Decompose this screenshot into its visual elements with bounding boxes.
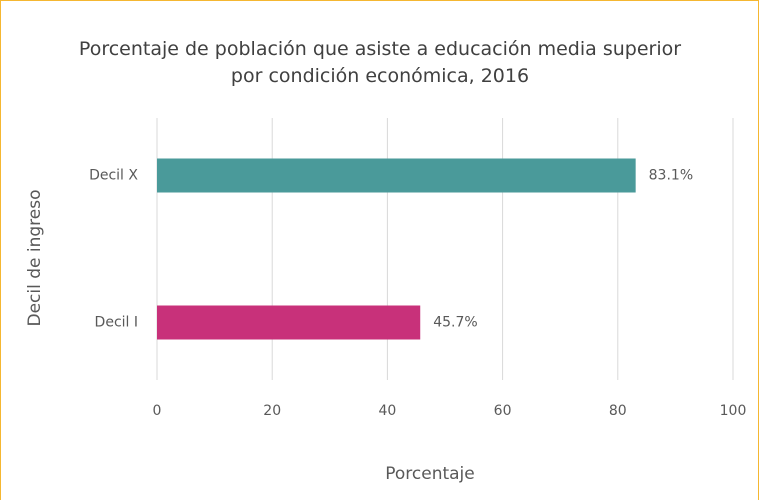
x-tick-label: 100 (720, 403, 747, 419)
y-axis-label: Decil de ingreso (25, 189, 45, 326)
value-label: 83.1% (649, 168, 693, 184)
bar (157, 158, 636, 193)
x-tick-label: 60 (494, 403, 512, 419)
x-tick-label: 0 (153, 403, 162, 419)
y-tick-label: Decil I (95, 315, 138, 331)
chart-title: Porcentaje de población que asiste a edu… (78, 38, 682, 87)
x-tick-label: 80 (609, 403, 627, 419)
x-axis-label: Porcentaje (385, 464, 475, 484)
bar (157, 305, 421, 340)
x-tick-label: 20 (263, 403, 281, 419)
y-tick-label: Decil X (89, 168, 138, 184)
value-label: 45.7% (433, 315, 477, 331)
x-tick-label: 40 (378, 403, 396, 419)
